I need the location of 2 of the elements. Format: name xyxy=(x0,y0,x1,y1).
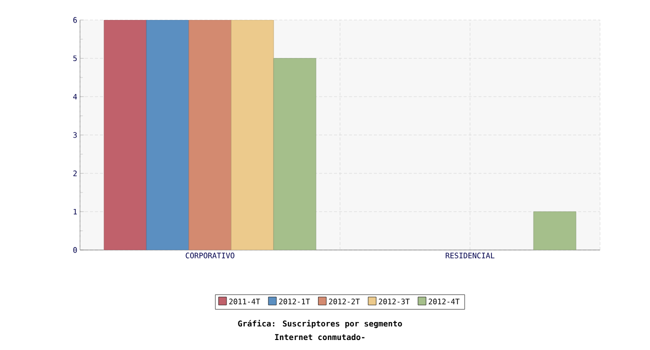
bar xyxy=(533,211,576,250)
bar xyxy=(273,58,316,250)
